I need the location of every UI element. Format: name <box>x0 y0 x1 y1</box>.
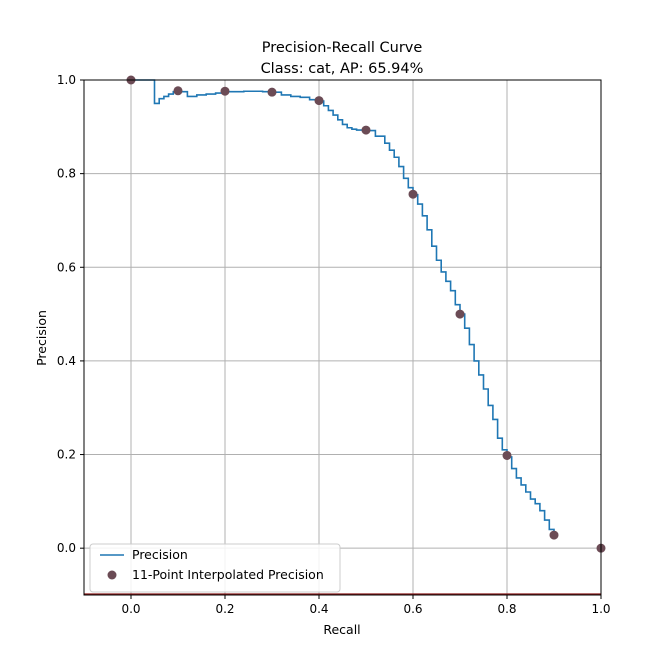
y-tick-label: 0.0 <box>57 541 76 555</box>
y-tick-label: 0.6 <box>57 260 76 274</box>
chart-subtitle: Class: cat, AP: 65.94% <box>261 61 424 77</box>
x-tick-label: 0.0 <box>121 602 140 616</box>
precision-curve <box>131 79 555 536</box>
x-tick-label: 0.2 <box>215 602 234 616</box>
x-tick-label: 0.6 <box>403 602 422 616</box>
interpolated-point <box>267 87 277 97</box>
legend-marker-swatch <box>107 570 117 580</box>
interpolated-point <box>549 530 559 540</box>
interpolated-point <box>220 86 230 96</box>
x-axis-ticks: 0.0 0.2 0.4 0.6 0.8 1.0 <box>121 595 611 616</box>
x-axis-label: Recall <box>323 622 360 637</box>
interpolated-point <box>314 96 324 106</box>
marker-layer <box>126 75 606 553</box>
interpolated-point <box>502 450 512 460</box>
y-tick-label: 0.4 <box>57 354 76 368</box>
y-axis-ticks: 0.0 0.2 0.4 0.6 0.8 1.0 <box>57 73 84 555</box>
legend-box <box>89 543 341 593</box>
x-tick-label: 1.0 <box>591 602 610 616</box>
interpolated-point <box>408 189 418 199</box>
legend-label-interpolated: 11-Point Interpolated Precision <box>132 567 324 582</box>
legend: Precision 11-Point Interpolated Precisio… <box>89 543 341 593</box>
y-tick-label: 0.2 <box>57 448 76 462</box>
chart-title: Precision-Recall Curve <box>262 40 423 56</box>
interpolated-point <box>455 309 465 319</box>
x-tick-label: 0.8 <box>497 602 516 616</box>
x-tick-label: 0.4 <box>309 602 328 616</box>
grid-lines <box>84 79 602 595</box>
series-layer <box>131 79 555 536</box>
y-axis-label: Precision <box>34 310 49 366</box>
legend-label-precision: Precision <box>132 547 188 562</box>
plot-frame <box>83 79 602 596</box>
interpolated-point <box>361 125 371 135</box>
y-tick-label: 0.8 <box>57 167 76 181</box>
y-tick-label: 1.0 <box>57 73 76 87</box>
interpolated-point <box>173 86 183 96</box>
